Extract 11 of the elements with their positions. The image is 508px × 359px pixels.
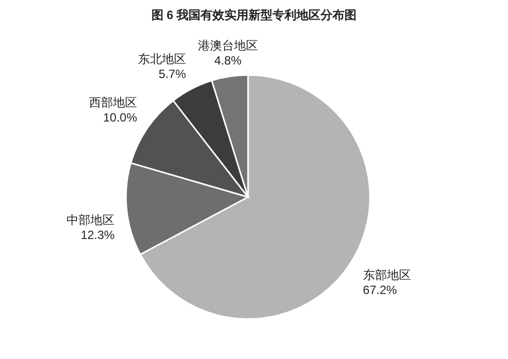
data-label: 10.0%	[103, 110, 138, 125]
data-label: 5.7%	[158, 67, 186, 82]
chart-title: 图 6 我国有效实用新型专利地区分布图	[151, 8, 357, 22]
data-label: 4.8%	[214, 54, 242, 68]
data-label: 67.2%	[362, 282, 398, 297]
slice-label: 东部地区	[362, 268, 411, 282]
slice-label: 中部地区	[66, 212, 115, 227]
slice-label: 东北地区	[138, 52, 186, 66]
slice-label: 港澳台地区	[198, 38, 258, 53]
slice-label: 西部地区	[89, 96, 138, 110]
data-label: 12.3%	[80, 228, 116, 242]
